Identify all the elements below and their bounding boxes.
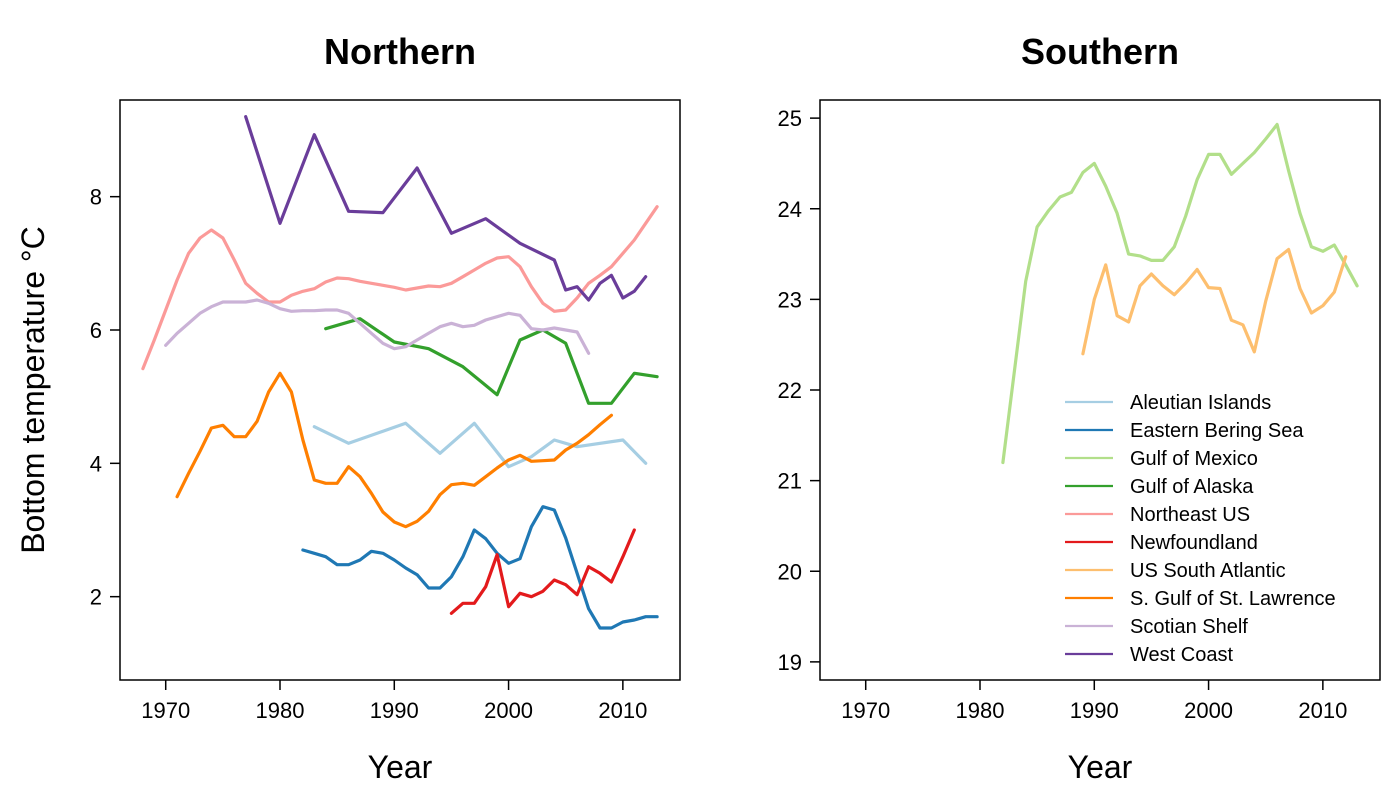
y-tick-label: 23 (778, 287, 802, 312)
legend-label-scotian-shelf: Scotian Shelf (1130, 616, 1248, 638)
legend-label-northeast-us: Northeast US (1130, 504, 1250, 526)
legend-label-aleutian-islands: Aleutian Islands (1130, 392, 1271, 414)
northern-panel: Northern Year Bottom temperature °C 1970… (15, 31, 681, 785)
legend-label-gulf-of-alaska: Gulf of Alaska (1130, 476, 1254, 498)
y-tick-label: 19 (778, 650, 802, 675)
y-tick-label: 22 (778, 378, 802, 403)
y-tick-label: 24 (778, 197, 802, 222)
legend-label-s-gulf-of-st-lawrence: S. Gulf of St. Lawrence (1130, 588, 1336, 610)
legend-label-gulf-of-mexico: Gulf of Mexico (1130, 448, 1258, 470)
legend-label-us-south-atlantic: US South Atlantic (1130, 560, 1286, 582)
x-tick-label: 1970 (141, 698, 190, 723)
legend-label-newfoundland: Newfoundland (1130, 532, 1258, 554)
legend-label-eastern-bering-sea: Eastern Bering Sea (1130, 420, 1304, 442)
x-tick-label: 2010 (1298, 698, 1347, 723)
tick-layer: 1970 1980 1990 2000 2010 19 20 21 22 23 24 25 (778, 106, 1348, 723)
x-tick-label: 2010 (598, 698, 647, 723)
series-line-northeast-us (141, 205, 659, 371)
x-tick-label: 2000 (1184, 698, 1233, 723)
panel-title: Northern (324, 31, 476, 72)
series-line-gulf-of-mexico (1001, 122, 1359, 465)
panel-title: Southern (1021, 31, 1179, 72)
y-tick-label: 25 (778, 106, 802, 131)
x-axis-label: Year (368, 749, 433, 785)
series-line-scotian-shelf (164, 298, 591, 355)
y-tick-label: 4 (90, 451, 102, 476)
series-line-west-coast (244, 115, 648, 302)
series-line-aleutian-islands (312, 421, 648, 469)
y-tick-label: 20 (778, 559, 802, 584)
y-axis-label: Bottom temperature °C (15, 226, 51, 554)
x-tick-label: 1980 (956, 698, 1005, 723)
series-layer (1001, 122, 1359, 465)
x-tick-label: 1990 (370, 698, 419, 723)
y-tick-label: 8 (90, 185, 102, 210)
series-line-s-gulf-of-st-lawrence (175, 371, 614, 529)
x-axis-label: Year (1068, 749, 1133, 785)
y-tick-label: 2 (90, 585, 102, 610)
southern-panel: Southern Year 1970 1980 1990 2000 2010 19 20 21… (778, 31, 1381, 785)
tick-layer: 1970 1980 1990 2000 2010 2 4 6 8 (90, 185, 648, 723)
series-line-us-south-atlantic (1081, 247, 1348, 356)
y-tick-label: 6 (90, 318, 102, 343)
x-tick-label: 1990 (1070, 698, 1119, 723)
legend: Aleutian Islands Eastern Bering Sea Gulf o… (1065, 392, 1336, 666)
legend-label-west-coast: West Coast (1130, 644, 1233, 666)
x-tick-label: 2000 (484, 698, 533, 723)
x-tick-label: 1980 (256, 698, 305, 723)
series-layer (141, 115, 659, 630)
plot-frame (119, 99, 681, 681)
x-tick-label: 1970 (841, 698, 890, 723)
series-line-newfoundland (449, 528, 636, 615)
y-tick-label: 21 (778, 469, 802, 494)
series-line-eastern-bering-sea (301, 505, 659, 630)
series-line-gulf-of-alaska (324, 317, 659, 405)
